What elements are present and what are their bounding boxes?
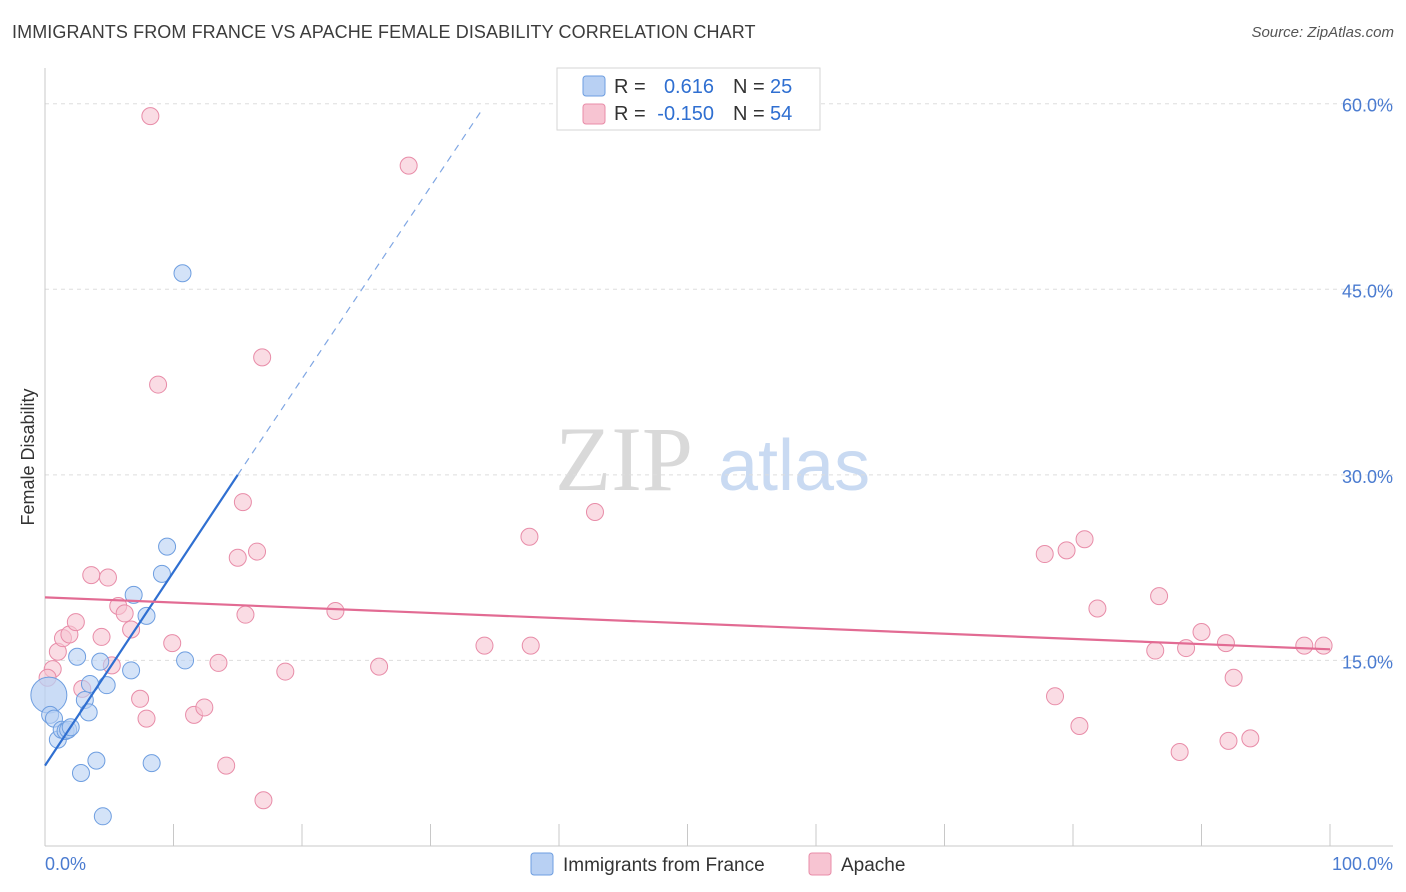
series-legend-label-france: Immigrants from France	[563, 855, 765, 876]
legend-r-value-france: 0.616	[664, 76, 714, 98]
apache-point-38	[1057, 541, 1076, 560]
stats-legend: R = 0.616 N = 25 R = -0.150 N = 54	[556, 67, 821, 131]
apache-point-17	[163, 634, 182, 653]
apache-point-45	[1177, 639, 1196, 658]
france-point-21	[152, 564, 171, 583]
apache-point-24	[236, 605, 255, 624]
legend-n-value-france: 25	[770, 76, 792, 98]
apache-point-26	[253, 348, 272, 367]
france-point-22	[158, 537, 177, 556]
france-point-15	[93, 807, 112, 826]
apache-point-27	[254, 791, 273, 810]
y-tick-label-60: 60.0%	[1342, 96, 1393, 116]
apache-point-35	[585, 502, 604, 521]
apache-point-4	[66, 613, 85, 632]
apache-point-33	[520, 527, 539, 546]
apache-point-29	[326, 601, 345, 620]
source-label: Source: ZipAtlas.com	[1251, 24, 1394, 41]
apache-point-22	[228, 548, 247, 567]
apache-point-44	[1170, 742, 1189, 761]
legend-n-label-apache: N =	[733, 103, 765, 125]
apache-point-23	[233, 493, 252, 512]
apache-point-52	[1314, 636, 1333, 655]
apache-point-40	[1075, 530, 1094, 549]
france-point-9	[71, 764, 90, 783]
apache-point-6	[82, 566, 101, 585]
france-point-24	[176, 651, 195, 670]
france-point-18	[124, 585, 143, 604]
france-point-11	[79, 703, 98, 722]
apache-point-32	[475, 636, 494, 655]
gridlines	[45, 103, 1393, 661]
apache-point-28	[276, 662, 295, 681]
trend-lines	[44, 109, 1331, 767]
apache-point-41	[1088, 599, 1107, 618]
y-tick-label-15: 15.0%	[1342, 652, 1393, 672]
apache-point-8	[98, 568, 117, 587]
watermark: ZIP atlas	[555, 408, 870, 510]
chart-title: IMMIGRANTS FROM FRANCE VS APACHE FEMALE …	[12, 22, 756, 42]
apache-point-20	[209, 653, 228, 672]
y-axis-ticks: 15.0% 30.0% 45.0% 60.0%	[1342, 96, 1393, 673]
series-legend-swatch-apache	[808, 852, 832, 876]
x-tick-label-left: 0.0%	[45, 854, 86, 874]
apache-point-46	[1192, 622, 1211, 641]
watermark-zip: ZIP	[555, 408, 693, 510]
apache-point-34	[521, 636, 540, 655]
y-tick-label-30: 30.0%	[1342, 467, 1393, 487]
france-points	[30, 264, 195, 826]
apache-point-14	[137, 709, 156, 728]
france-point-13	[87, 751, 106, 770]
apache-point-37	[1046, 687, 1065, 706]
legend-r-label-apache: R =	[614, 103, 646, 125]
apache-trend-line	[44, 596, 1331, 651]
y-tick-label-45: 45.0%	[1342, 281, 1393, 301]
apache-point-50	[1241, 729, 1260, 748]
france-point-17	[122, 661, 141, 680]
legend-swatch-france	[582, 75, 606, 97]
apache-point-25	[248, 542, 267, 561]
france-point-16	[97, 676, 116, 695]
legend-r-value-apache: -0.150	[657, 103, 714, 125]
x-axis-ticks	[44, 824, 1331, 846]
france-point-14	[91, 652, 110, 671]
apache-point-15	[141, 107, 160, 126]
apache-point-47	[1216, 634, 1235, 653]
y-axis-label: Female Disability	[18, 388, 38, 525]
watermark-atlas: atlas	[718, 426, 870, 506]
apache-point-36	[1035, 545, 1054, 564]
apache-point-7	[92, 627, 111, 646]
legend-n-label-france: N =	[733, 76, 765, 98]
apache-point-12	[122, 620, 141, 639]
legend-r-label-france: R =	[614, 76, 646, 98]
apache-point-39	[1070, 717, 1089, 736]
apache-point-31	[399, 156, 418, 175]
apache-point-16	[149, 375, 168, 394]
apache-point-42	[1146, 641, 1165, 660]
france-trend-extension	[237, 109, 483, 476]
series-legend: Immigrants from France Apache	[530, 852, 905, 876]
france-point-23	[173, 264, 192, 283]
legend-n-value-apache: 54	[770, 103, 792, 125]
apache-point-48	[1219, 731, 1238, 750]
apache-point-11	[115, 604, 134, 623]
apache-point-51	[1295, 636, 1314, 655]
apache-point-13	[131, 689, 150, 708]
x-tick-label-right: 100.0%	[1332, 854, 1393, 874]
france-point-20	[142, 754, 161, 773]
apache-point-21	[217, 756, 236, 775]
legend-swatch-apache	[582, 103, 606, 125]
france-point-8	[68, 647, 87, 666]
apache-point-19	[195, 698, 214, 717]
apache-point-30	[370, 657, 389, 676]
apache-point-43	[1150, 587, 1169, 606]
series-legend-label-apache: Apache	[841, 855, 905, 876]
apache-point-49	[1224, 668, 1243, 687]
series-legend-swatch-france	[530, 852, 554, 876]
france-trend-line	[44, 474, 239, 767]
